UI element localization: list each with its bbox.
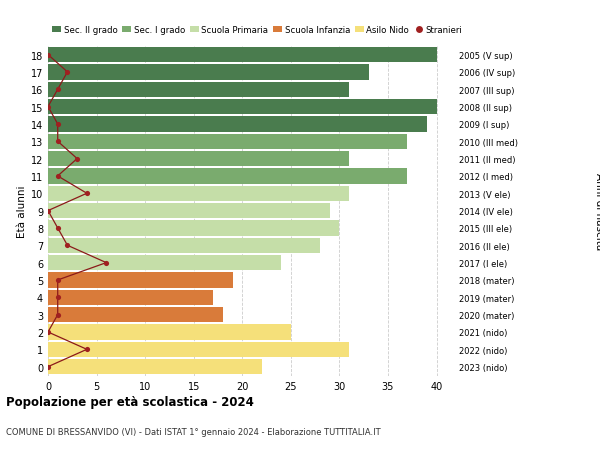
Point	[82, 190, 92, 197]
Bar	[48, 203, 330, 219]
Point	[53, 277, 62, 284]
Point	[43, 104, 53, 111]
Bar	[48, 48, 437, 63]
Point	[43, 363, 53, 370]
Y-axis label: Anni di nascita: Anni di nascita	[594, 173, 600, 250]
Point	[62, 242, 72, 249]
Point	[53, 311, 62, 319]
Bar	[48, 342, 349, 357]
Point	[101, 259, 111, 267]
Point	[43, 207, 53, 215]
Bar	[48, 83, 349, 98]
Bar	[48, 273, 233, 288]
Y-axis label: Età alunni: Età alunni	[17, 185, 26, 237]
Legend: Sec. II grado, Sec. I grado, Scuola Primaria, Scuola Infanzia, Asilo Nido, Stran: Sec. II grado, Sec. I grado, Scuola Prim…	[52, 26, 462, 35]
Bar	[48, 221, 340, 236]
Bar	[48, 325, 291, 340]
Point	[73, 156, 82, 163]
Point	[53, 138, 62, 146]
Bar	[48, 100, 437, 115]
Bar	[48, 169, 407, 184]
Bar	[48, 117, 427, 132]
Text: Popolazione per età scolastica - 2024: Popolazione per età scolastica - 2024	[6, 395, 254, 408]
Bar	[48, 238, 320, 253]
Bar	[48, 65, 368, 80]
Point	[43, 329, 53, 336]
Point	[53, 86, 62, 94]
Bar	[48, 256, 281, 271]
Point	[53, 121, 62, 129]
Point	[62, 69, 72, 76]
Point	[53, 294, 62, 301]
Text: COMUNE DI BRESSANVIDO (VI) - Dati ISTAT 1° gennaio 2024 - Elaborazione TUTTITALI: COMUNE DI BRESSANVIDO (VI) - Dati ISTAT …	[6, 427, 380, 436]
Point	[43, 52, 53, 59]
Bar	[48, 134, 407, 150]
Bar	[48, 308, 223, 323]
Point	[53, 225, 62, 232]
Point	[53, 173, 62, 180]
Point	[82, 346, 92, 353]
Bar	[48, 186, 349, 202]
Bar	[48, 359, 262, 375]
Bar	[48, 290, 213, 305]
Bar	[48, 151, 349, 167]
